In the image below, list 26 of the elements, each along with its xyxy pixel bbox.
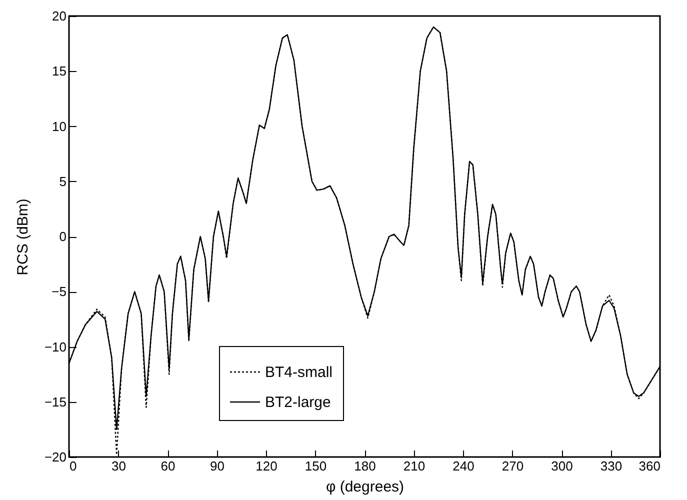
x-tick-label: 60 bbox=[160, 458, 176, 474]
x-tick-label: 30 bbox=[112, 458, 126, 474]
y-tick-label: −20 bbox=[44, 450, 66, 464]
x-tick-label: 300 bbox=[551, 458, 573, 474]
y-tick-label: −15 bbox=[44, 394, 66, 410]
x-tick-label: 360 bbox=[638, 458, 660, 474]
x-tick-label: 150 bbox=[304, 458, 327, 474]
legend-label: BT2-large bbox=[265, 394, 331, 411]
x-tick-label: 180 bbox=[354, 458, 376, 474]
x-tick-label: 270 bbox=[502, 458, 524, 474]
x-axis-title: φ (degrees) bbox=[326, 478, 404, 496]
x-tick-label: 240 bbox=[452, 458, 474, 474]
y-tick-label: 20 bbox=[52, 8, 66, 24]
x-tick-label: 210 bbox=[403, 458, 426, 474]
legend-label: BT4-small bbox=[265, 364, 333, 381]
x-tick-label: 90 bbox=[210, 458, 224, 474]
y-tick-label: 0 bbox=[59, 229, 66, 244]
x-tick-label: 0 bbox=[70, 458, 77, 474]
y-tick-label: 5 bbox=[59, 174, 66, 189]
y-tick-label: 15 bbox=[52, 64, 66, 79]
y-tick-label: −5 bbox=[52, 284, 66, 300]
y-axis-title: RCS (dBm) bbox=[14, 198, 32, 276]
y-tick-label: −10 bbox=[44, 339, 66, 354]
x-tick-label: 120 bbox=[256, 458, 278, 474]
y-tick-label: 10 bbox=[52, 118, 66, 134]
x-tick-label: 330 bbox=[600, 458, 622, 474]
